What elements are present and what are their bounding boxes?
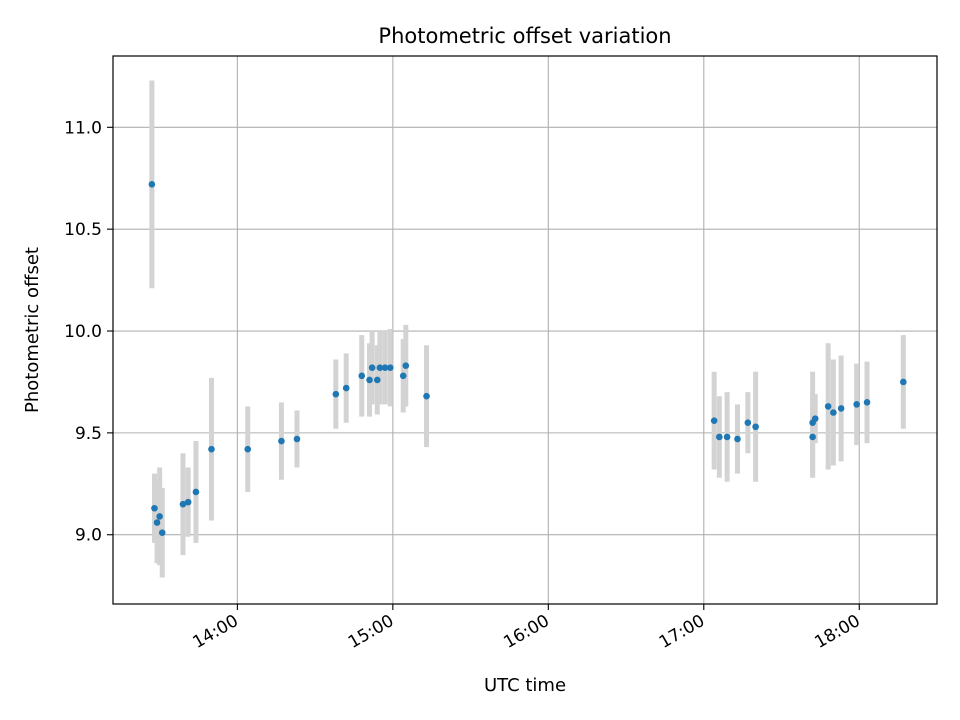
y-tick-label: 10.0 [64,322,102,342]
data-point [366,376,373,384]
y-tick-label: 10.5 [64,220,102,240]
data-point [723,433,731,441]
data-point [399,372,407,380]
y-tick-label: 11.0 [64,118,102,138]
data-point [716,433,723,441]
data-point [837,405,845,412]
data-point [184,498,192,506]
data-point [863,399,871,406]
data-point [332,390,340,398]
data-point [386,364,394,371]
data-point [824,403,832,410]
data-point [381,364,389,371]
y-axis-title: Photometric offset [22,247,43,413]
x-axis-title: UTC time [484,675,566,696]
data-point [358,372,366,380]
data-point [900,378,907,386]
chart-title: Photometric offset variation [378,24,671,48]
data-point [830,409,837,416]
data-point [744,419,752,426]
data-point [402,362,410,369]
data-point [156,513,163,520]
data-point [192,488,200,496]
point-layer [148,181,907,536]
data-point [244,445,252,453]
data-point [148,181,156,188]
data-point [809,433,816,441]
data-point [853,401,860,408]
data-point [374,376,381,384]
data-point [368,364,376,371]
y-tick-label: 9.0 [75,526,102,546]
data-point [376,364,384,371]
y-tick-label: 9.5 [75,424,102,444]
data-point [153,519,161,526]
data-point [151,504,158,512]
data-point [423,392,430,400]
data-point [293,435,301,443]
grid-layer [113,56,937,604]
data-point [278,437,285,445]
plot-frame [112,55,938,605]
data-point [208,445,215,453]
data-point [734,435,741,443]
data-point [811,415,819,422]
data-point [710,417,718,424]
data-point [342,384,350,392]
data-point [179,500,187,508]
data-point [752,423,759,431]
data-point [158,529,166,536]
